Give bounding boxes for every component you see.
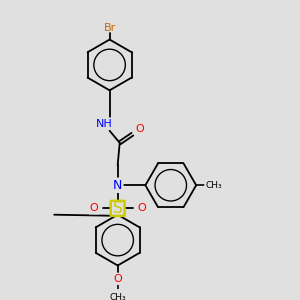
Text: Br: Br xyxy=(103,23,116,33)
Text: O: O xyxy=(113,274,122,284)
Text: N: N xyxy=(113,179,122,192)
Text: CH₃: CH₃ xyxy=(205,181,222,190)
Text: O: O xyxy=(90,203,98,213)
Text: O: O xyxy=(136,124,144,134)
FancyBboxPatch shape xyxy=(111,201,124,216)
Text: CH₃: CH₃ xyxy=(110,293,126,300)
Text: O: O xyxy=(137,203,146,213)
Text: NH: NH xyxy=(96,119,113,129)
Text: S: S xyxy=(113,201,123,216)
